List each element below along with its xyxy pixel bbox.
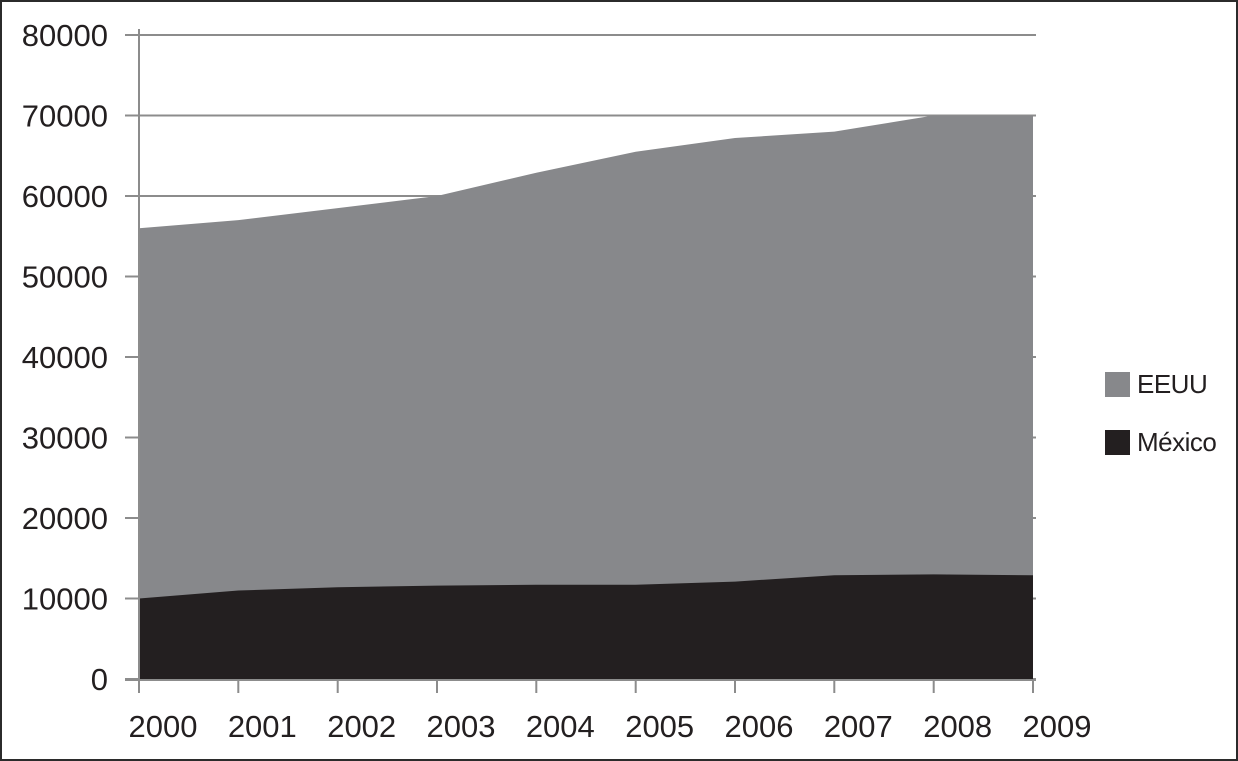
mxico-area: [139, 574, 1033, 679]
x-tick-label-2006: 2006: [725, 709, 794, 744]
legend-swatch-eeuu: [1105, 371, 1130, 397]
legend-item-eeuu: EEUU: [1105, 368, 1208, 399]
y-tick-label-0: 0: [91, 662, 108, 697]
y-tick-label-30000: 30000: [22, 421, 108, 456]
legend-swatch-mexico: [1105, 429, 1130, 455]
x-tick-label-2009: 2009: [1023, 709, 1092, 744]
y-tick-label-20000: 20000: [22, 501, 108, 536]
x-tick-label-2004: 2004: [526, 709, 595, 744]
x-tick-label-2003: 2003: [427, 709, 496, 744]
x-tick-label-2001: 2001: [228, 709, 297, 744]
eeuu-area: [139, 115, 1033, 679]
legend-label-mexico: México: [1137, 426, 1217, 457]
legend-label-eeuu: EEUU: [1137, 368, 1208, 399]
y-tick-label-50000: 50000: [22, 260, 108, 295]
y-tick-label-70000: 70000: [22, 99, 108, 134]
legend-item-mexico: México: [1105, 426, 1217, 457]
x-tick-label-2000: 2000: [129, 709, 198, 744]
y-tick-label-60000: 60000: [22, 179, 108, 214]
x-tick-label-2002: 2002: [327, 709, 396, 744]
y-tick-label-10000: 10000: [22, 582, 108, 617]
y-tick-label-40000: 40000: [22, 340, 108, 375]
x-tick-label-2005: 2005: [625, 709, 694, 744]
y-tick-label-80000: 80000: [22, 18, 108, 53]
x-tick-label-2008: 2008: [923, 709, 992, 744]
x-tick-label-2007: 2007: [824, 709, 893, 744]
